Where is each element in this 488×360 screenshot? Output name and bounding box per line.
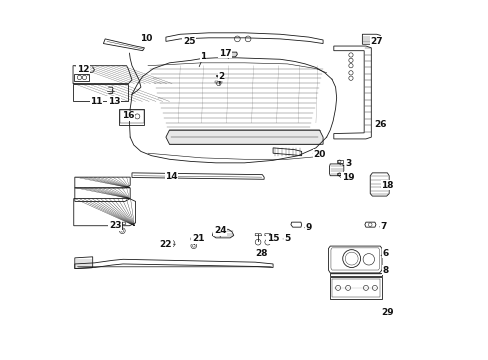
Text: 29: 29 (380, 308, 393, 317)
Text: 22: 22 (160, 240, 172, 249)
Text: 18: 18 (380, 181, 393, 190)
Text: 15: 15 (266, 234, 279, 243)
Text: 24: 24 (213, 226, 226, 235)
Text: 10: 10 (140, 35, 152, 44)
Text: 17: 17 (218, 49, 231, 58)
Text: 6: 6 (382, 249, 388, 258)
Text: 28: 28 (255, 249, 267, 258)
Text: 3: 3 (344, 159, 350, 168)
Text: 7: 7 (380, 222, 386, 231)
Text: 8: 8 (382, 266, 388, 275)
Text: 21: 21 (191, 234, 204, 243)
Text: 27: 27 (369, 37, 382, 46)
Text: 5: 5 (284, 234, 290, 243)
Text: 19: 19 (341, 173, 354, 182)
Text: 14: 14 (164, 172, 177, 181)
Text: 1: 1 (200, 52, 206, 61)
Text: 16: 16 (122, 111, 134, 120)
Text: 25: 25 (183, 37, 195, 46)
Text: 12: 12 (77, 65, 89, 74)
Text: 13: 13 (108, 97, 120, 106)
Text: 11: 11 (90, 97, 102, 106)
Polygon shape (165, 130, 323, 144)
Text: 4: 4 (344, 172, 350, 181)
Text: 26: 26 (373, 120, 386, 129)
Text: 9: 9 (305, 222, 311, 231)
Text: 2: 2 (218, 72, 224, 81)
Text: 23: 23 (109, 221, 121, 230)
Text: 20: 20 (313, 150, 325, 159)
